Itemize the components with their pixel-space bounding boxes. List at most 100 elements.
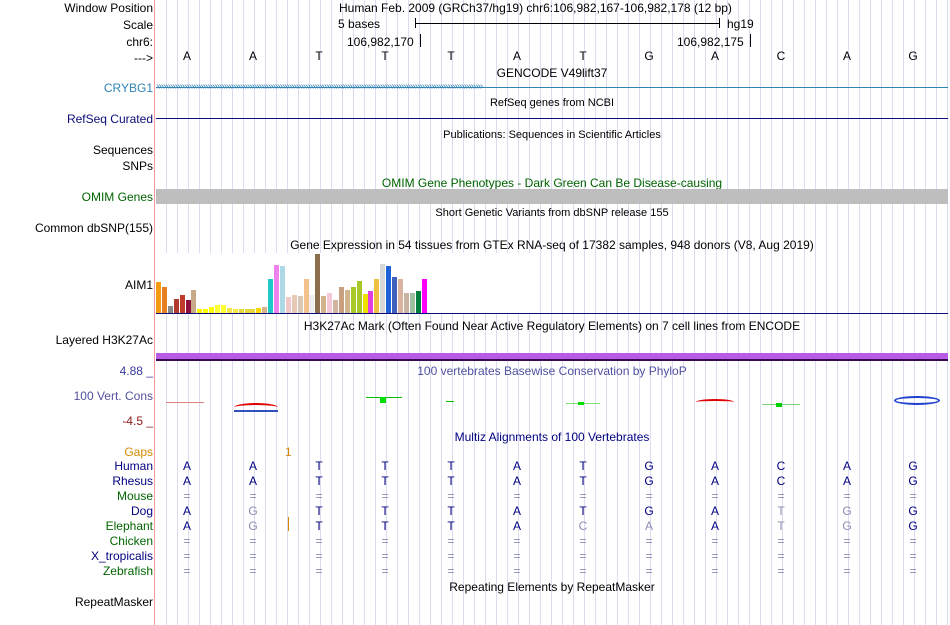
gtex-tissue-bar[interactable] [238,309,244,313]
alignment-base: = [579,564,587,578]
alignment-base: G [842,519,852,533]
gtex-tissue-bar[interactable] [403,292,409,313]
gtex-tissue-bar[interactable] [167,305,173,313]
gtex-tissue-bar[interactable] [356,280,362,313]
gtex-tissue-bar[interactable] [368,291,374,313]
gtex-tissue-bar[interactable] [344,290,350,313]
alignment-base: G [842,504,852,518]
phylop-max-label: 4.88 _ [119,364,153,378]
gtex-gene-label[interactable]: AIM1 [124,278,153,292]
scale-db: hg19 [727,17,754,31]
gtex-tissue-bar[interactable] [173,298,179,313]
species-label[interactable]: Human [114,459,153,473]
refseq-label[interactable]: RefSeq Curated [66,112,153,126]
gtex-tissue-bar[interactable] [279,266,285,313]
gaps-label[interactable]: Gaps [124,445,153,459]
phylop-signal[interactable] [156,395,948,412]
omim-phenotype-bar[interactable] [156,189,948,204]
snps-label[interactable]: SNPs [122,159,153,173]
gencode-title[interactable]: GENCODE V49lift37 [496,66,608,80]
omim-label[interactable]: OMIM Genes [81,190,153,204]
alignment-base: = [513,489,521,503]
gtex-tissue-bar[interactable] [268,279,274,313]
alignment-base: T [447,474,455,488]
gtex-tissue-bar[interactable] [303,279,309,313]
gtex-tissue-bar[interactable] [362,293,368,313]
gtex-tissue-bar[interactable] [262,307,268,313]
gtex-tissue-bar[interactable] [315,254,321,313]
gtex-tissue-bar[interactable] [380,263,386,313]
gtex-tissue-bar[interactable] [203,309,209,313]
crybg1-gene-line[interactable]: ››››››››››››››››››››››››››››››››››››››››… [156,82,948,92]
gtex-expression-chart[interactable] [156,253,536,313]
gtex-tissue-bar[interactable] [327,292,333,313]
coord-170-tick [420,34,421,47]
dbsnp-title[interactable]: Short Genetic Variants from dbSNP releas… [435,207,669,219]
alignment-base: = [315,564,323,578]
gtex-tissue-bar[interactable] [350,286,356,313]
species-label[interactable]: Elephant [105,519,153,533]
refseq-gene-line[interactable] [156,118,948,119]
gtex-tissue-bar[interactable] [274,265,279,313]
phylop-label[interactable]: 100 Vert. Cons [73,389,153,403]
alignment-base: G [908,474,918,488]
gtex-tissue-bar[interactable] [209,307,215,313]
gtex-tissue-bar[interactable] [309,295,315,313]
sequences-label[interactable]: Sequences [92,143,153,157]
dbsnp-label[interactable]: Common dbSNP(155) [34,221,153,235]
species-label[interactable]: X_tropicalis [90,549,153,563]
gtex-tissue-bar[interactable] [256,308,262,313]
h3k27-title[interactable]: H3K27Ac Mark (Often Found Near Active Re… [303,319,801,333]
species-label[interactable]: Rhesus [112,474,153,488]
gtex-tissue-bar[interactable] [232,309,238,313]
pubs-title[interactable]: Publications: Sequences in Scientific Ar… [443,129,661,141]
species-label[interactable]: Chicken [109,534,153,548]
omim-title[interactable]: OMIM Gene Phenotypes - Dark Green Can Be… [381,176,723,190]
gtex-tissue-bar[interactable] [179,295,185,313]
gtex-tissue-bar[interactable] [250,309,256,313]
refseq-title[interactable]: RefSeq genes from NCBI [489,97,615,109]
gtex-tissue-bar[interactable] [244,309,250,313]
gtex-tissue-bar[interactable] [185,299,191,313]
gtex-tissue-bar[interactable] [374,279,380,313]
gtex-tissue-bar[interactable] [156,281,161,313]
h3k27-label[interactable]: Layered H3K27Ac [55,333,153,347]
alignment-base: = [579,534,587,548]
alignment-base: T [381,504,389,518]
gtex-tissue-bar[interactable] [321,296,327,313]
gtex-tissue-bar[interactable] [161,286,167,313]
gtex-tissue-bar[interactable] [215,304,220,313]
rmsk-title[interactable]: Repeating Elements by RepeatMasker [449,580,655,594]
gtex-tissue-bar[interactable] [409,292,415,313]
gtex-tissue-bar[interactable] [220,304,226,313]
grid-line [793,0,794,625]
gtex-tissue-bar[interactable] [386,266,392,313]
gtex-tissue-bar[interactable] [226,308,232,313]
phylop-title[interactable]: 100 vertebrates Basewise Conservation by… [417,364,687,378]
h3k27-signal-band[interactable] [156,353,948,359]
rmsk-label[interactable]: RepeatMasker [74,595,153,609]
gtex-tissue-bar[interactable] [197,309,203,313]
strand-label: ---> [134,51,153,65]
gtex-tissue-bar[interactable] [421,279,427,313]
gtex-tissue-bar[interactable] [191,290,197,313]
species-label[interactable]: Dog [130,504,153,518]
gtex-tissue-bar[interactable] [338,286,344,313]
gtex-title[interactable]: Gene Expression in 54 tissues from GTEx … [290,238,814,252]
gtex-tissue-bar[interactable] [291,295,297,313]
left-border-line [154,0,155,625]
alignment-base: A [710,474,719,488]
species-label[interactable]: Zebrafish [102,564,153,578]
crybg1-label[interactable]: CRYBG1 [103,81,153,95]
grid-line [892,0,893,625]
gtex-tissue-bar[interactable] [285,297,291,313]
multiz-title[interactable]: Multiz Alignments of 100 Vertebrates [454,430,650,444]
gtex-tissue-bar[interactable] [415,291,421,313]
gtex-tissue-bar[interactable] [297,296,303,313]
alignment-base: G [908,504,918,518]
gtex-tissue-bar[interactable] [392,277,397,313]
species-label[interactable]: Mouse [116,489,153,503]
gtex-tissue-bar[interactable] [397,279,403,313]
gtex-tissue-bar[interactable] [333,299,338,313]
alignment-base: G [644,459,654,473]
